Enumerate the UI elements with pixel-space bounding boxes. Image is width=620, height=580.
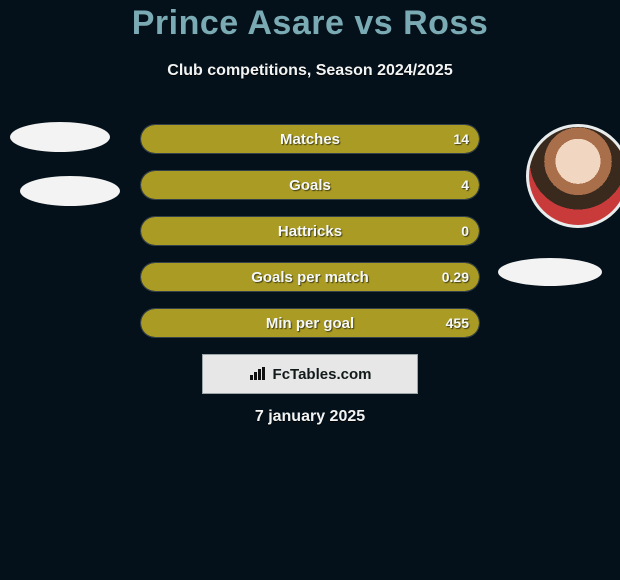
- stat-bar-fill: [141, 309, 479, 337]
- stat-bar-fill: [141, 171, 479, 199]
- stat-bar-fill: [141, 263, 479, 291]
- brand-text: FcTables.com: [273, 366, 372, 383]
- comparison-infographic: Prince Asare vs Ross Club competitions, …: [0, 0, 620, 580]
- stat-row: Matches 14: [140, 124, 480, 154]
- player-left-avatar-placeholder-1: [10, 122, 110, 152]
- brand-box: FcTables.com: [202, 354, 418, 394]
- stat-bar-fill: [141, 217, 479, 245]
- stat-row: Min per goal 455: [140, 308, 480, 338]
- player-left-avatar-placeholder-2: [20, 176, 120, 206]
- stat-row: Goals per match 0.29: [140, 262, 480, 292]
- page-title: Prince Asare vs Ross: [0, 4, 620, 43]
- player-right-avatar: [526, 124, 620, 228]
- subtitle: Club competitions, Season 2024/2025: [0, 62, 620, 80]
- stat-bar-fill: [141, 125, 479, 153]
- stats-bars: Matches 14 Goals 4 Hattricks 0 Goals per…: [140, 124, 480, 354]
- player-right-placeholder: [498, 258, 602, 286]
- bar-chart-icon: [249, 367, 267, 381]
- date-text: 7 january 2025: [0, 408, 620, 426]
- stat-row: Hattricks 0: [140, 216, 480, 246]
- stat-row: Goals 4: [140, 170, 480, 200]
